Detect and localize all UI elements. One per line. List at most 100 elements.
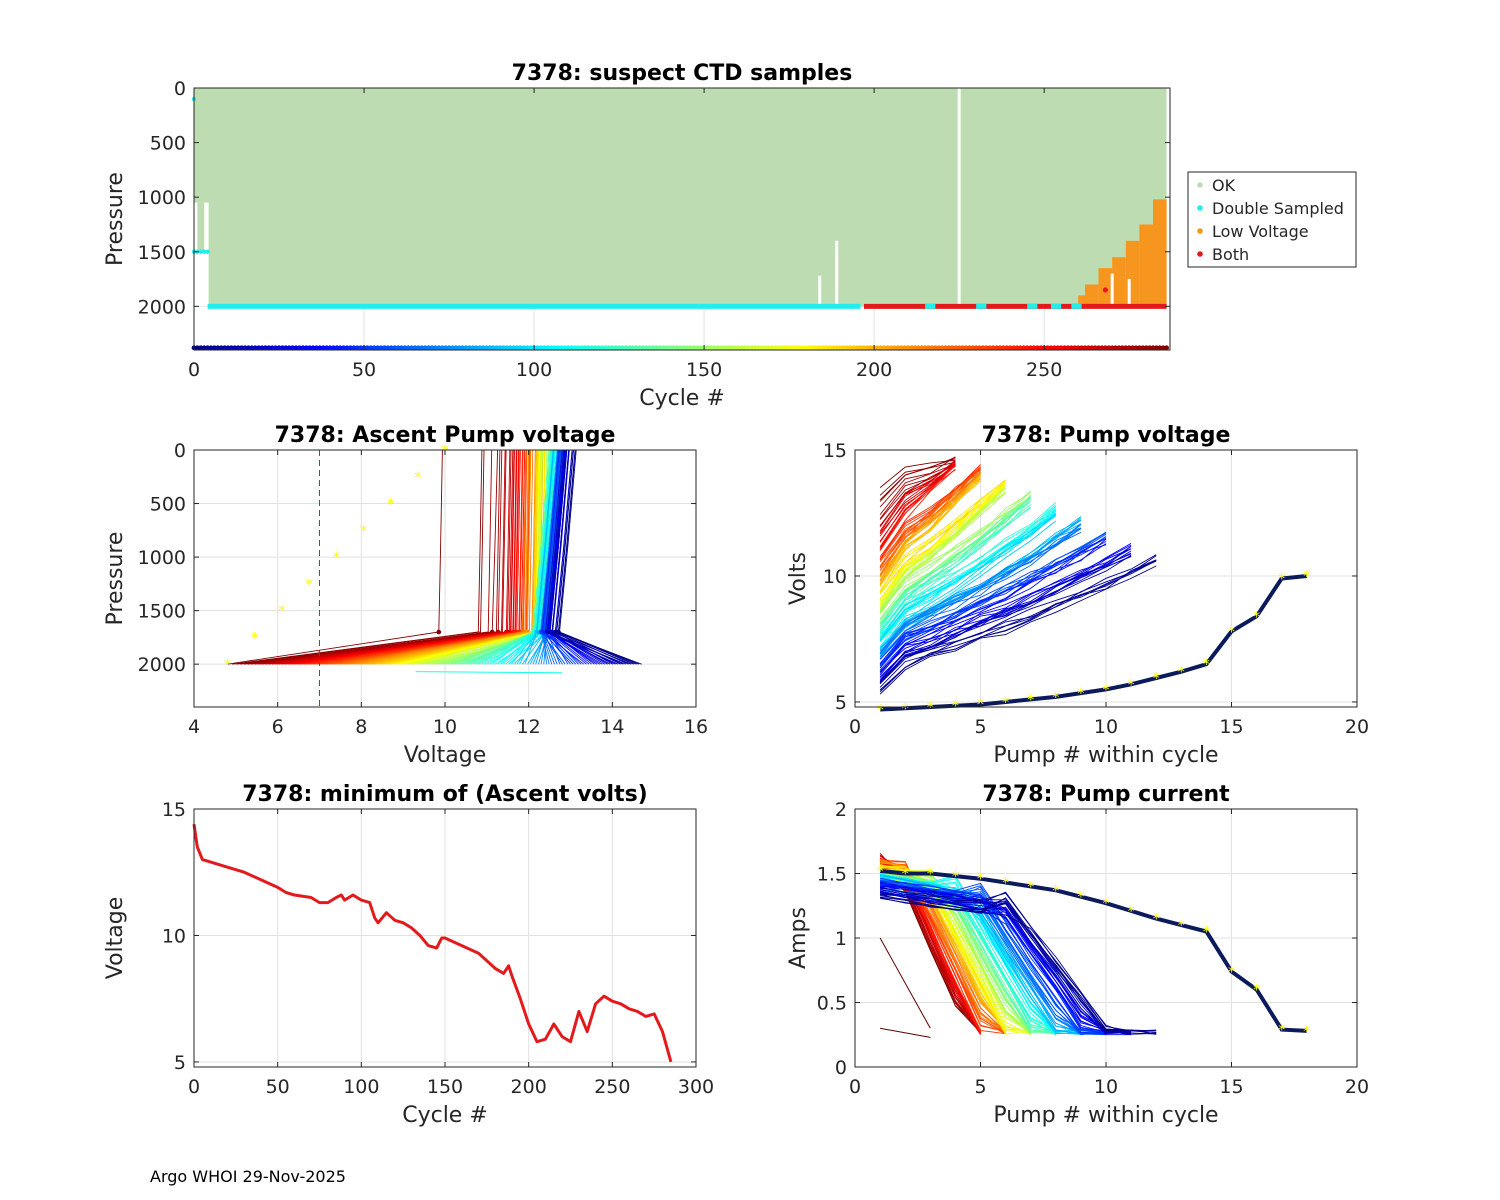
cycle-color-marker xyxy=(980,345,986,351)
minvolts-ytick-label: 15 xyxy=(162,799,186,821)
cycle-color-marker xyxy=(341,345,347,351)
pump-voltage-curve xyxy=(879,491,1006,609)
ascent-outlier-curve xyxy=(415,671,563,674)
cycle-color-marker xyxy=(691,345,697,351)
pump-current-curve xyxy=(880,894,1157,1035)
cycle-color-marker xyxy=(572,345,578,351)
ascent-curve xyxy=(543,449,571,665)
cycle-color-marker xyxy=(620,345,625,351)
cycle-color-marker xyxy=(514,345,520,351)
pump-voltage-curve xyxy=(879,473,981,581)
final-cycle-voltage-star: * xyxy=(1077,686,1084,702)
minvolts-plot-area xyxy=(192,823,673,1063)
cycle-color-marker xyxy=(405,345,411,351)
pumpi-ylabel: Amps xyxy=(786,907,811,969)
cycle-color-marker xyxy=(195,345,200,351)
cycle-color-marker xyxy=(1068,345,1074,351)
cycle-color-marker xyxy=(739,345,744,351)
pump-voltage-curve xyxy=(879,528,1082,660)
pump-current-curve xyxy=(879,891,1132,1035)
pump-voltage-curve xyxy=(879,527,1082,654)
cycle-color-marker xyxy=(307,345,313,351)
cycle-color-marker xyxy=(888,345,894,351)
pumpv-xtick-label: 15 xyxy=(1219,716,1243,738)
cycle-color-marker xyxy=(354,345,360,351)
cycle-color-marker xyxy=(1136,345,1142,351)
cycle-color-marker xyxy=(725,345,731,351)
last-cycle-star: * xyxy=(414,470,421,486)
cycle-color-marker xyxy=(256,345,262,351)
cycle-color-marker xyxy=(266,345,272,351)
final-cycle-voltage-star: * xyxy=(877,703,884,719)
cycle-color-marker xyxy=(1140,345,1146,351)
ascent-curve xyxy=(388,449,538,665)
cycle-color-marker xyxy=(429,345,435,351)
cycle-color-marker xyxy=(688,345,693,351)
ascent-curve xyxy=(546,449,627,665)
cycle-color-marker xyxy=(667,345,673,351)
final-cycle-voltage-star: * xyxy=(1153,671,1160,687)
pump-voltage-curve xyxy=(879,554,1132,685)
minvolts-xtick-label: 0 xyxy=(188,1076,200,1098)
pump-voltage-curve xyxy=(879,543,1107,669)
cycle-color-marker xyxy=(436,345,442,351)
cycle-color-marker xyxy=(565,345,571,351)
cycle-color-marker xyxy=(861,345,867,351)
ctd-legend: OK Double Sampled Low Voltage Both xyxy=(1187,171,1357,268)
ascent-curve xyxy=(319,449,528,665)
cycle-color-marker xyxy=(803,345,809,351)
final-cycle-voltage-star: * xyxy=(927,700,934,716)
final-cycle-current-star: * xyxy=(902,867,909,883)
cycle-color-marker xyxy=(477,345,483,351)
pump-voltage-curve xyxy=(879,524,1082,658)
pump-current-curve xyxy=(880,891,1132,1032)
cycle-color-marker xyxy=(1079,345,1084,351)
cycle-color-marker xyxy=(473,345,479,351)
minvolts-xtick-label: 250 xyxy=(594,1076,630,1098)
cycle-color-marker xyxy=(582,345,588,351)
double-sampled-point xyxy=(202,249,207,254)
cycle-color-marker xyxy=(290,345,296,351)
cycle-color-marker xyxy=(300,345,306,351)
pump-current-curve xyxy=(880,886,1132,1035)
pump-voltage-curve xyxy=(879,471,981,567)
pump-voltage-curve xyxy=(879,515,1057,641)
cycle-color-marker xyxy=(592,345,598,351)
cycle-color-marker xyxy=(973,345,979,351)
cycle-color-marker xyxy=(388,345,394,351)
final-cycle-current-star: * xyxy=(977,872,984,888)
cycle-color-marker xyxy=(868,345,874,351)
cycle-color-marker xyxy=(293,345,299,351)
cycle-color-marker xyxy=(902,345,908,351)
cycle-color-marker xyxy=(276,345,282,351)
cycle-color-marker xyxy=(280,345,285,351)
ctd-ytick-label: 1500 xyxy=(138,242,186,264)
cycle-color-marker xyxy=(844,345,850,351)
cycle-color-marker xyxy=(609,345,615,351)
footer-text: Argo WHOI 29-Nov-2025 xyxy=(150,1167,346,1186)
cycle-color-marker xyxy=(327,345,333,351)
cycle-color-marker xyxy=(851,345,857,351)
final-cycle-voltage-star: * xyxy=(1002,695,1009,711)
cycle-color-marker xyxy=(749,345,755,351)
final-cycle-current-star: * xyxy=(1128,904,1135,920)
cycle-color-marker xyxy=(229,345,234,351)
ok-region xyxy=(194,88,1167,307)
pump-voltage-curve xyxy=(879,485,1006,614)
pumpv-title: 7378: Pump voltage xyxy=(982,423,1231,448)
pump-voltage-curve xyxy=(879,527,1082,650)
cycle-color-marker xyxy=(752,345,758,351)
cycle-color-marker xyxy=(671,345,676,351)
final-cycle-voltage-star: * xyxy=(1052,690,1059,706)
pumpv-xtick-label: 20 xyxy=(1345,716,1369,738)
cycle-color-marker xyxy=(616,345,622,351)
cycle-color-marker xyxy=(416,345,421,351)
cycle-color-marker xyxy=(858,345,863,351)
low-voltage-step xyxy=(1112,257,1126,307)
ascent-curve xyxy=(478,449,550,665)
cycle-color-marker xyxy=(953,345,959,351)
cycle-color-marker xyxy=(239,345,245,351)
cycle-color-marker xyxy=(337,345,343,351)
last-cycle-star: * xyxy=(333,550,340,566)
